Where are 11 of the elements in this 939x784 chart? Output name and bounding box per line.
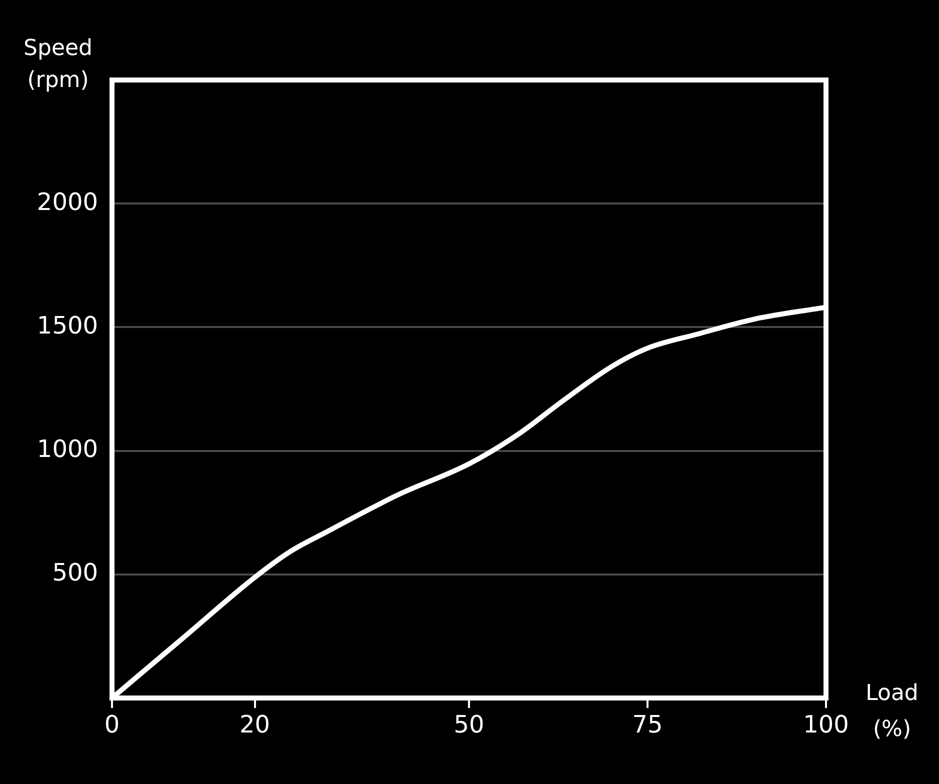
y-tick-label: 2000 xyxy=(36,188,98,216)
x-tick-label: 75 xyxy=(632,710,663,739)
x-tick-label: 50 xyxy=(454,710,484,739)
x-tick-label: 20 xyxy=(240,710,270,739)
y-axis-title: Speed (rpm) xyxy=(24,36,92,93)
y-tick-label: 500 xyxy=(52,558,98,587)
y-tick-label: 1500 xyxy=(36,311,98,340)
y-tick-label: 1000 xyxy=(36,435,98,464)
x-tick-label: 100 xyxy=(803,710,849,739)
x-axis-title: Load (%) xyxy=(866,681,918,742)
x-tick-label: 0 xyxy=(104,710,120,739)
